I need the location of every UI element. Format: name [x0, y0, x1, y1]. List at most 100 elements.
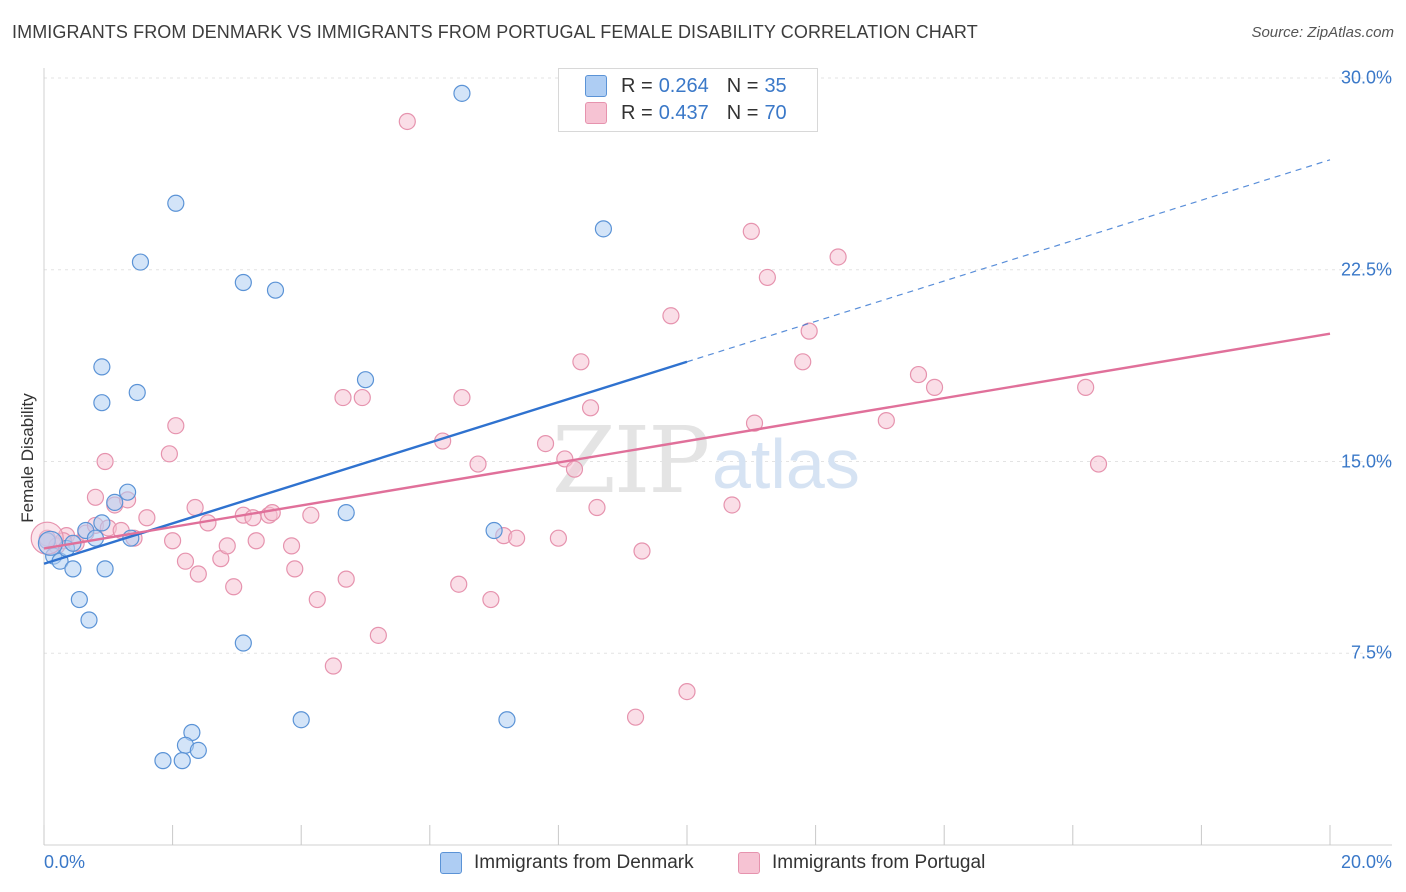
denmark-point [594, 220, 613, 238]
chart-title: IMMIGRANTS FROM DENMARK VS IMMIGRANTS FR… [12, 22, 978, 42]
portugal-point [453, 388, 471, 407]
portugal-point [742, 222, 760, 240]
portugal-point [160, 445, 178, 463]
denmark-point [498, 711, 516, 729]
portugal-point [469, 455, 487, 473]
denmark-point [70, 590, 88, 609]
denmark-point [356, 371, 375, 389]
portugal-point [176, 552, 195, 570]
denmark-point [93, 514, 111, 532]
portugal-point [877, 411, 895, 430]
series-legend-label: Immigrants from Denmark [474, 852, 694, 873]
denmark-point [93, 358, 111, 376]
legend-r-value: 0.437 [658, 101, 709, 124]
denmark-point [234, 634, 252, 652]
portugal-point [286, 560, 304, 578]
portugal-point [369, 626, 387, 644]
legend-n-value: 35 [764, 74, 787, 97]
denmark-trend-extension [686, 159, 1331, 363]
denmark-point [131, 253, 150, 271]
portugal-point [189, 565, 207, 583]
denmark-point [189, 741, 207, 760]
x-tick-label-min: 0.0% [44, 852, 86, 872]
portugal-point [536, 435, 555, 453]
portugal-point [678, 682, 696, 701]
portugal-point [247, 532, 265, 550]
portugal-point [86, 488, 105, 506]
denmark-point [37, 530, 64, 556]
denmark-point [167, 194, 185, 212]
denmark-point [118, 483, 137, 501]
denmark-point [234, 273, 252, 292]
portugal-point [745, 414, 764, 432]
portugal-point [138, 509, 156, 527]
y-tick-label: 22.5% [1340, 259, 1392, 280]
portugal-point [633, 542, 651, 560]
series-legend: Immigrants from Denmark Immigrants from … [0, 852, 1406, 878]
portugal-point [353, 388, 371, 407]
y-tick-label: 15.0% [1340, 451, 1392, 471]
portugal-point [758, 268, 776, 287]
denmark-point [337, 504, 355, 522]
watermark-atlas: atlas [712, 425, 860, 503]
legend-n-value: 70 [764, 101, 787, 124]
correlation-legend: R = 0.264 N = 35 R = 0.437 N = 70 [558, 68, 818, 132]
portugal-point [482, 590, 500, 609]
portugal-point [581, 399, 600, 417]
legend-row-portugal: R = 0.437 N = 70 [585, 100, 787, 126]
denmark-point [128, 383, 146, 402]
denmark-point [485, 521, 503, 540]
portugal-trend-line [43, 332, 1331, 550]
portugal-point [800, 322, 818, 340]
legend-r-label: R = [621, 74, 653, 97]
legend-n-label: N = [726, 101, 759, 124]
denmark-point [106, 493, 124, 512]
portugal-point [398, 112, 416, 131]
denmark-point [173, 752, 191, 770]
portugal-point [925, 378, 944, 396]
portugal-point [218, 537, 236, 555]
denmark-point [64, 560, 82, 578]
portugal-point [282, 537, 301, 555]
portugal-point [96, 452, 114, 471]
portugal-point [167, 417, 185, 435]
source-label: Source: ZipAtlas.com [1251, 24, 1394, 41]
portugal-point [186, 498, 204, 517]
portugal-point [164, 532, 182, 550]
portugal-point [334, 388, 352, 407]
portugal-point [1077, 378, 1095, 396]
series-legend-portugal[interactable]: Immigrants from Portugal [738, 852, 985, 874]
portugal-point [829, 248, 847, 266]
portugal-point [662, 307, 680, 325]
portugal-point [225, 578, 243, 596]
legend-r-label: R = [621, 101, 653, 124]
portugal-point [572, 353, 590, 371]
portugal-point [549, 529, 568, 547]
legend-swatch-denmark [585, 75, 607, 97]
watermark-zip: ZIP [552, 407, 708, 514]
series-legend-denmark[interactable]: Immigrants from Denmark [440, 852, 694, 874]
series-swatch-denmark [440, 852, 462, 874]
denmark-point [154, 752, 172, 770]
legend-n-label: N = [726, 74, 759, 97]
portugal-point [1089, 455, 1108, 473]
portugal-point [302, 506, 320, 524]
x-tick-label-max: 20.0% [1340, 852, 1392, 872]
series-legend-label: Immigrants from Portugal [772, 852, 986, 873]
legend-row-denmark: R = 0.264 N = 35 [585, 73, 787, 99]
denmark-point [96, 560, 114, 578]
portugal-point [450, 575, 468, 593]
portugal-point [909, 365, 928, 384]
portugal-point [508, 529, 526, 547]
portugal-point [794, 353, 812, 371]
portugal-point [565, 460, 584, 478]
denmark-point [93, 394, 111, 412]
legend-swatch-portugal [585, 102, 607, 124]
legend-r-value: 0.264 [658, 74, 709, 97]
portugal-point [626, 708, 645, 726]
y-tick-label: 30.0% [1340, 67, 1392, 88]
y-tick-label: 7.5% [1350, 642, 1392, 663]
portugal-point [308, 590, 326, 609]
portugal-point [588, 498, 606, 517]
